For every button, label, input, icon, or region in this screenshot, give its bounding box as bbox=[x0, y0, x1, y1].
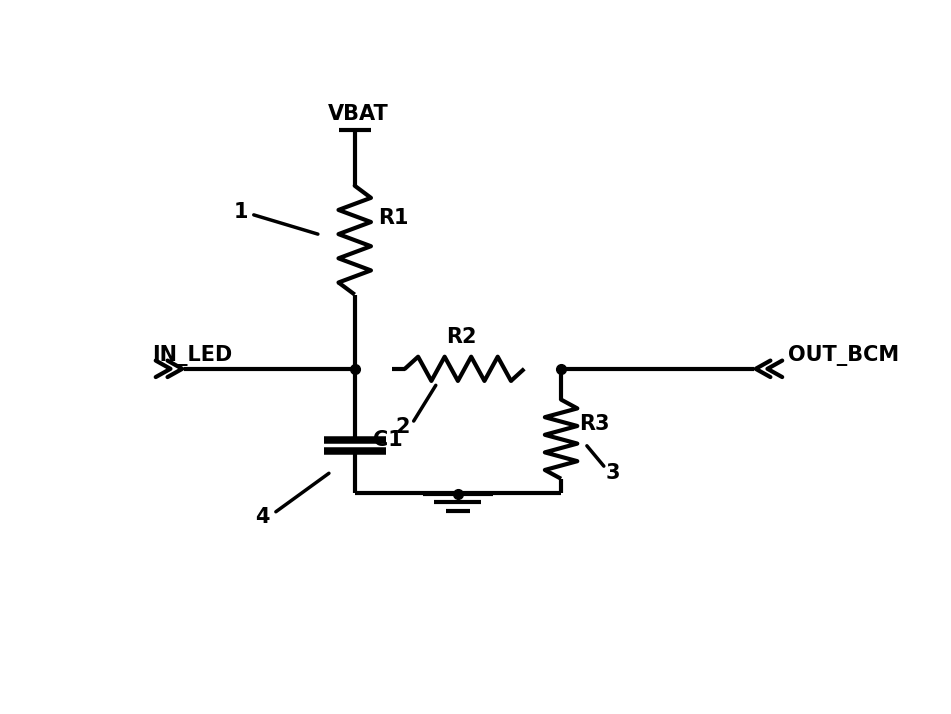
Text: R3: R3 bbox=[579, 414, 610, 434]
Text: 4: 4 bbox=[256, 507, 270, 527]
Text: IN_LED: IN_LED bbox=[152, 345, 232, 366]
Text: VBAT: VBAT bbox=[328, 104, 389, 124]
Text: 2: 2 bbox=[396, 416, 410, 436]
Text: R1: R1 bbox=[378, 208, 409, 228]
Text: 1: 1 bbox=[233, 202, 247, 222]
Text: C1: C1 bbox=[373, 431, 403, 451]
Text: OUT_BCM: OUT_BCM bbox=[788, 345, 900, 366]
Text: R2: R2 bbox=[446, 327, 476, 347]
Text: 3: 3 bbox=[606, 463, 620, 483]
